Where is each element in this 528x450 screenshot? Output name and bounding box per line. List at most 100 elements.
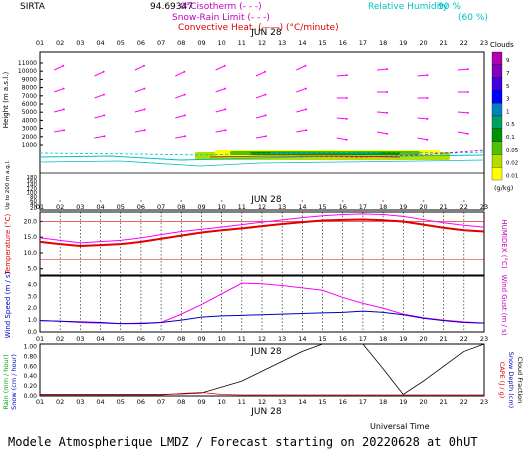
temperature-line: [39, 218, 485, 248]
cloud-legend-level: 5: [506, 84, 510, 90]
surface-wind-dot: [422, 200, 425, 202]
wind-arrow-head: [224, 129, 227, 132]
low-height-tick: 180: [27, 175, 38, 181]
hour-tick-lower-10: 10: [217, 335, 225, 343]
wind-arrow: [336, 74, 347, 77]
wind-arrow: [417, 74, 428, 77]
hour-tick-lower-03: 03: [76, 335, 84, 343]
time-axis-label: Universal Time: [370, 422, 430, 431]
hour-tick-08: 08: [177, 39, 185, 47]
cloud-legend-unit: (g/kg): [494, 184, 513, 192]
wind-arrow-head: [304, 64, 307, 67]
station-name: SIRTA: [20, 2, 46, 12]
date-label: JUN 28: [250, 407, 282, 417]
wind-arrow: [255, 71, 266, 77]
temperature-tick: 5.0: [27, 266, 37, 273]
low-height-tick: 40: [30, 202, 37, 208]
hour-tick-bottom-03: 03: [76, 398, 84, 406]
humidex-axis-label: HUMIDEX (°C): [500, 219, 508, 268]
hour-tick-bottom-17: 17: [359, 398, 367, 406]
hour-tick-lower-06: 06: [137, 335, 145, 343]
wind-arrow-head: [426, 97, 429, 99]
wind-arrow-head: [426, 138, 429, 141]
cloud-panel-frame: [39, 51, 485, 211]
hour-tick-lower-09: 09: [197, 335, 205, 343]
hour-tick-17: 17: [359, 39, 367, 47]
wind-arrow: [457, 131, 468, 135]
hour-tick-07: 07: [157, 39, 165, 47]
hour-tick-18: 18: [379, 39, 387, 47]
height-tick: 10000: [18, 68, 37, 75]
precip-tick: 0.80: [24, 353, 38, 360]
wind-arrow: [134, 65, 145, 71]
wind-arrow: [215, 65, 225, 71]
hour-tick-upper-09: 09: [197, 203, 205, 211]
rh-contour-low: [39, 159, 485, 167]
wind-arrow-head: [183, 93, 186, 96]
hour-tick-bottom-15: 15: [318, 398, 326, 406]
cloud-legend-level: 9: [506, 58, 510, 64]
hour-tick-21: 21: [439, 39, 447, 47]
wind-arrow: [296, 88, 306, 93]
snow-depth-axis-label: Snow Depth (cm): [507, 352, 515, 408]
hour-tick-05: 05: [117, 39, 125, 47]
hour-tick-bottom-13: 13: [278, 398, 286, 406]
hour-tick-upper-19: 19: [399, 203, 407, 211]
hour-tick-lower-19: 19: [399, 335, 407, 343]
low-height-tick: 140: [27, 183, 38, 189]
wind-arrow: [175, 71, 185, 77]
cloud-legend-swatch: [491, 141, 503, 155]
wind-arrow-head: [466, 68, 469, 71]
wind-arrow: [54, 108, 64, 113]
wind-arrow-head: [143, 108, 146, 111]
hour-tick-06: 06: [137, 39, 145, 47]
wind-speed-axis-label: Wind Speed (m / s): [4, 271, 12, 338]
legend-convective: Convective Heat. (——) (°C/minute): [178, 23, 339, 33]
hour-tick-upper-23: 23: [480, 203, 488, 211]
wind-arrow: [54, 88, 64, 93]
wind-arrow-head: [345, 117, 348, 120]
wind-arrow-head: [385, 132, 388, 135]
cloud-legend-swatch: [491, 103, 503, 117]
temperature-tick: 15.0: [24, 234, 38, 241]
wind-arrow: [377, 68, 388, 71]
surface-wind-dot: [382, 200, 384, 202]
wind-arrow: [175, 94, 185, 99]
wind-arrow-head: [304, 87, 307, 90]
hour-tick-lower-08: 08: [177, 335, 185, 343]
hour-tick-02: 02: [56, 39, 64, 47]
cloud-legend-level: 0.1: [506, 135, 515, 141]
cloud-legend-level: 7: [506, 71, 510, 77]
cloud-legend-swatch: [491, 90, 503, 104]
precip-tick: 0.20: [24, 383, 38, 390]
forecast-caption: Modele Atmospherique LMDZ / Forecast sta…: [8, 435, 478, 449]
hour-tick-upper-17: 17: [359, 203, 367, 211]
cloud-legend-level: 1: [506, 109, 510, 115]
hour-tick-bottom-19: 19: [399, 398, 407, 406]
hour-tick-lower-17: 17: [359, 335, 367, 343]
height-tick: 3000: [22, 126, 37, 133]
wind-arrow-head: [103, 114, 106, 117]
wind-arrow: [417, 117, 428, 120]
wind-arrow-head: [143, 129, 146, 132]
surface-wind-dot: [220, 200, 223, 202]
wind-tick: 2.0: [27, 305, 37, 312]
hour-tick-bottom-09: 09: [197, 398, 205, 406]
hour-tick-lower-21: 21: [439, 335, 447, 343]
hour-tick-04: 04: [96, 39, 104, 47]
wind-arrow-head: [62, 108, 65, 111]
wind-arrow: [94, 114, 105, 119]
wind-arrow-head: [466, 111, 469, 114]
hour-tick-bottom-06: 06: [137, 398, 145, 406]
temperature-axis-label: Temperature (°C): [4, 214, 12, 276]
wind-arrow-head: [466, 132, 469, 135]
height-tick: 7000: [22, 93, 37, 100]
hour-tick-upper-08: 08: [177, 203, 185, 211]
hour-tick-bottom-10: 10: [217, 398, 225, 406]
temperature-tick: 10.0: [24, 250, 38, 257]
wind-arrow: [175, 114, 186, 119]
surface-wind-dot: [341, 200, 344, 202]
hour-tick-23: 23: [480, 39, 488, 47]
hour-tick-bottom-07: 07: [157, 398, 165, 406]
